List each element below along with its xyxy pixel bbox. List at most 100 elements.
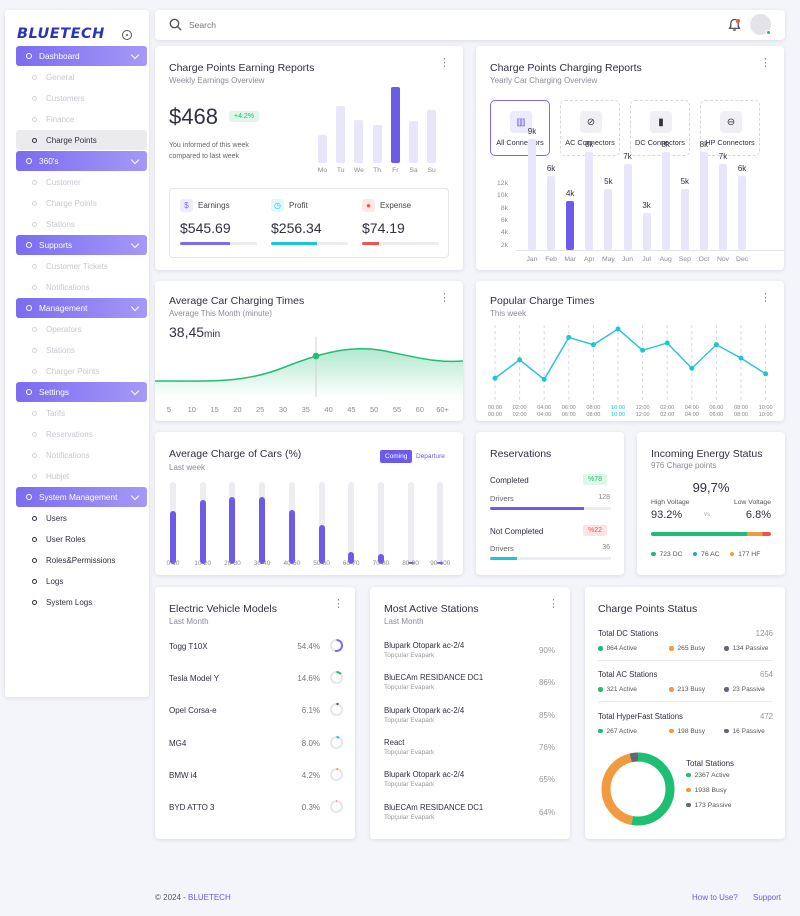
chevron-down-icon[interactable] bbox=[130, 50, 140, 60]
connector-tab-all-connectors[interactable]: ▥ All Connectors bbox=[490, 100, 550, 156]
chevron-down-icon[interactable] bbox=[130, 386, 140, 396]
tab-departure[interactable]: Departure bbox=[416, 453, 445, 460]
sidebar-item-label: System Logs bbox=[46, 597, 93, 607]
sidebar-item-user-roles[interactable]: User Roles bbox=[16, 529, 147, 549]
chevron-down-icon[interactable] bbox=[130, 302, 140, 312]
day-label: Fr bbox=[392, 167, 399, 174]
more-menu-icon[interactable]: ⋮ bbox=[760, 57, 771, 69]
chevron-down-icon[interactable] bbox=[130, 491, 140, 501]
avg-charge-cars-card: Average Charge of Cars (%) Last week Com… bbox=[155, 432, 463, 575]
station-name: Blupark Otopark ac-2/4 bbox=[384, 705, 465, 715]
bar-value-label: 6k bbox=[546, 164, 556, 174]
sidebar-item-customer[interactable]: Customer bbox=[16, 172, 147, 192]
change-badge: +4.2% bbox=[229, 111, 260, 122]
sidebar-section-360-s[interactable]: 360's bbox=[16, 151, 147, 171]
month-bar bbox=[738, 176, 747, 250]
sidebar-item-stations[interactable]: Stations bbox=[16, 340, 147, 360]
sidebar-item-finance[interactable]: Finance bbox=[16, 109, 147, 129]
dollar-icon: $ bbox=[180, 199, 193, 212]
sidebar-section-management[interactable]: Management bbox=[16, 298, 147, 318]
sidebar-item-notifications[interactable]: Notifications bbox=[16, 445, 147, 465]
connector-tab-dc-connectors[interactable]: ▮ DC Connectors bbox=[630, 100, 690, 156]
bell-icon[interactable] bbox=[728, 18, 741, 32]
avg-time-area-chart bbox=[155, 337, 463, 397]
search-input[interactable] bbox=[189, 17, 489, 33]
more-menu-icon[interactable]: ⋮ bbox=[333, 598, 344, 610]
clock-icon: ◷ bbox=[271, 199, 284, 212]
sidebar-item-reservations[interactable]: Reservations bbox=[16, 424, 147, 444]
avatar[interactable] bbox=[750, 14, 771, 35]
sidebar-item-charger-points[interactable]: Charger Points bbox=[16, 361, 147, 381]
station-operator: Topçular Evapark bbox=[384, 652, 435, 659]
hp-connector-icon: ⊖ bbox=[720, 111, 742, 133]
sidebar-toggle-icon[interactable] bbox=[122, 30, 132, 40]
group-total: 1246 bbox=[755, 629, 773, 638]
more-menu-icon[interactable]: ⋮ bbox=[439, 57, 450, 69]
connector-tab-hp-connectors[interactable]: ⊖ HP Connectors bbox=[700, 100, 760, 156]
sidebar-item-charge-points[interactable]: Charge Points bbox=[16, 193, 147, 213]
sidebar-item-charge-points[interactable]: Charge Points bbox=[16, 130, 147, 150]
how-to-use-link[interactable]: How to Use? bbox=[692, 893, 738, 902]
time-label: 10:00 bbox=[611, 412, 625, 418]
chevron-down-icon[interactable] bbox=[130, 239, 140, 249]
card-title: Charge Points Status bbox=[598, 603, 698, 615]
sidebar-item-general[interactable]: General bbox=[16, 67, 147, 87]
more-menu-icon[interactable]: ⋮ bbox=[439, 292, 450, 304]
sidebar-item-tarifs[interactable]: Tarifs bbox=[16, 403, 147, 423]
status-label: 213 Busy bbox=[677, 686, 706, 694]
status-label: 134 Passive bbox=[732, 645, 769, 652]
x-tick-label: 60 bbox=[415, 405, 424, 414]
bar-value-label: 6k bbox=[737, 164, 747, 174]
sidebar-section-dashboard[interactable]: Dashboard bbox=[16, 46, 147, 66]
x-tick-label: 15 bbox=[210, 405, 219, 414]
support-link[interactable]: Support bbox=[753, 893, 782, 902]
sidebar-item-roles-permissions[interactable]: Roles&Permissions bbox=[16, 550, 147, 570]
chevron-down-icon[interactable] bbox=[130, 155, 140, 165]
section-label: Supports bbox=[39, 240, 73, 250]
bucket-label: 50-60 bbox=[313, 560, 330, 567]
sidebar-item-customers[interactable]: Customers bbox=[16, 88, 147, 108]
item-ring-icon bbox=[32, 599, 37, 605]
station-name: Blupark Otopark ac-2/4 bbox=[384, 641, 465, 650]
sidebar-item-stations[interactable]: Stations bbox=[16, 214, 147, 234]
tab-coming[interactable]: Coming bbox=[380, 450, 413, 463]
sidebar-item-label: General bbox=[46, 72, 75, 82]
logo[interactable]: BLUETECH bbox=[17, 26, 105, 42]
group-busy: 198 Busy bbox=[669, 728, 705, 735]
month-label: Jun bbox=[622, 256, 633, 263]
sidebar-item-customer-tickets[interactable]: Customer Tickets bbox=[16, 256, 147, 276]
sidebar-item-users[interactable]: Users bbox=[16, 508, 147, 528]
time-label: 08:00 bbox=[734, 412, 748, 418]
month-label: Aug bbox=[659, 256, 672, 263]
not-completed-badge: %22 bbox=[583, 525, 608, 536]
weekly-bar bbox=[427, 109, 437, 163]
sidebar-item-hubjet[interactable]: Hubjet bbox=[16, 466, 147, 486]
weekly-bar bbox=[336, 106, 346, 163]
time-label: 00:00 bbox=[488, 405, 502, 411]
y-tick-label: 10k bbox=[497, 192, 508, 200]
completed-progress bbox=[490, 507, 611, 510]
more-menu-icon[interactable]: ⋮ bbox=[760, 292, 771, 304]
ev-model-name: BYD ATTO 3 bbox=[169, 803, 215, 812]
bucket-label: 40-50 bbox=[283, 560, 301, 567]
sidebar-item-notifications[interactable]: Notifications bbox=[16, 277, 147, 297]
status-dot bbox=[598, 687, 603, 692]
time-label: 08:00 bbox=[586, 412, 600, 418]
station-name: BluECAm RESIDANCE DC1 bbox=[384, 673, 484, 683]
charge-points-status-card: Charge Points Status Total DC Stations 12… bbox=[585, 587, 785, 839]
time-label: 12:00 bbox=[636, 405, 650, 411]
sidebar-section-system-management[interactable]: System Management bbox=[16, 487, 147, 507]
sidebar-item-system-logs[interactable]: System Logs bbox=[16, 592, 147, 612]
sidebar-item-operators[interactable]: Operators bbox=[16, 319, 147, 339]
sidebar-item-logs[interactable]: Logs bbox=[16, 571, 147, 591]
section-ring-icon bbox=[26, 242, 32, 248]
item-ring-icon bbox=[32, 284, 37, 290]
stat-progress bbox=[362, 242, 439, 245]
sidebar-section-settings[interactable]: Settings bbox=[16, 382, 147, 402]
sidebar-section-supports[interactable]: Supports bbox=[16, 235, 147, 255]
bar-value-label: 7k bbox=[623, 151, 632, 161]
station-pct: 64% bbox=[538, 807, 555, 817]
time-label: 10:00 bbox=[759, 412, 773, 418]
time-label: 06:00 bbox=[709, 405, 723, 411]
more-menu-icon[interactable]: ⋮ bbox=[548, 598, 559, 610]
